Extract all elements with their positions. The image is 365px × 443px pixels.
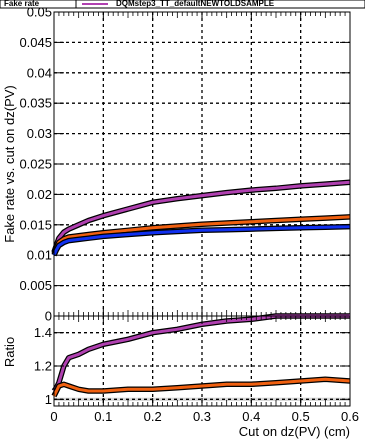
top-series-blue-line	[52, 225, 351, 256]
legend-box	[75, 0, 365, 9]
top-y-tick-label: 0.015	[19, 217, 52, 232]
top-y-tick-label: 0.03	[27, 126, 52, 141]
x-tick-label: 0.3	[193, 409, 211, 424]
top-y-tick-label: 0.045	[19, 35, 52, 50]
x-tick-label: 0.2	[144, 409, 162, 424]
top-grid	[54, 12, 350, 316]
top-y-tick-label: 0.04	[27, 65, 52, 80]
ratio-panel: 1 1.2 1.4 0 0.1 0.2 0.3 0.4 0.5 0.6 Ratio Cut on …	[2, 313, 359, 439]
top-panel: 0 0.005 0.01 0.015 0.02 0.025 0.03 0.035 0.04 0.0…	[2, 5, 351, 324]
top-y-tick-label: 0.005	[19, 278, 52, 293]
top-y-axis-label: Fake rate vs. cut on dz(PV)	[2, 85, 17, 243]
ratio-ticks: 1 1.2 1.4 0 0.1 0.2 0.3 0.4 0.5 0.6	[34, 316, 359, 424]
x-tick-label: 0.5	[292, 409, 310, 424]
ratio-panel-frame	[53, 315, 351, 407]
ratio-y-axis-label: Ratio	[2, 337, 17, 367]
ratio-series-orange-line	[52, 377, 351, 397]
top-y-tick-label: 0.02	[27, 187, 52, 202]
top-series-purple-line	[52, 180, 351, 253]
top-series-orange-line	[52, 215, 351, 254]
top-series-group	[51, 179, 351, 257]
header: Fake rate DQMstep3_TT_defaultNEWTOLDSAMP…	[0, 0, 365, 9]
top-y-tick-label: 0	[45, 309, 52, 324]
x-tick-label: 0.6	[341, 409, 359, 424]
ratio-y-tick-label: 1.2	[34, 359, 52, 374]
top-y-tick-label: 0.01	[27, 248, 52, 263]
ratio-y-tick-label: 1	[45, 392, 52, 407]
ratio-series-group	[51, 313, 351, 398]
top-y-tick-label: 0.05	[27, 5, 52, 20]
x-tick-label: 0	[50, 409, 57, 424]
top-y-tick-label: 0.025	[19, 157, 52, 172]
title-label: Fake rate	[4, 0, 40, 8]
x-tick-label: 0.1	[94, 409, 112, 424]
x-tick-label: 0.4	[242, 409, 260, 424]
x-axis-label: Cut on dz(PV) (cm)	[239, 424, 350, 439]
ratio-y-tick-label: 1.4	[34, 325, 52, 340]
legend-label: DQMstep3_TT_defaultNEWTOLDSAMPLE	[116, 0, 275, 8]
top-ticks: 0 0.005 0.01 0.015 0.02 0.025 0.03 0.035 0.04 0.0…	[19, 5, 351, 324]
top-y-tick-label: 0.035	[19, 96, 52, 111]
